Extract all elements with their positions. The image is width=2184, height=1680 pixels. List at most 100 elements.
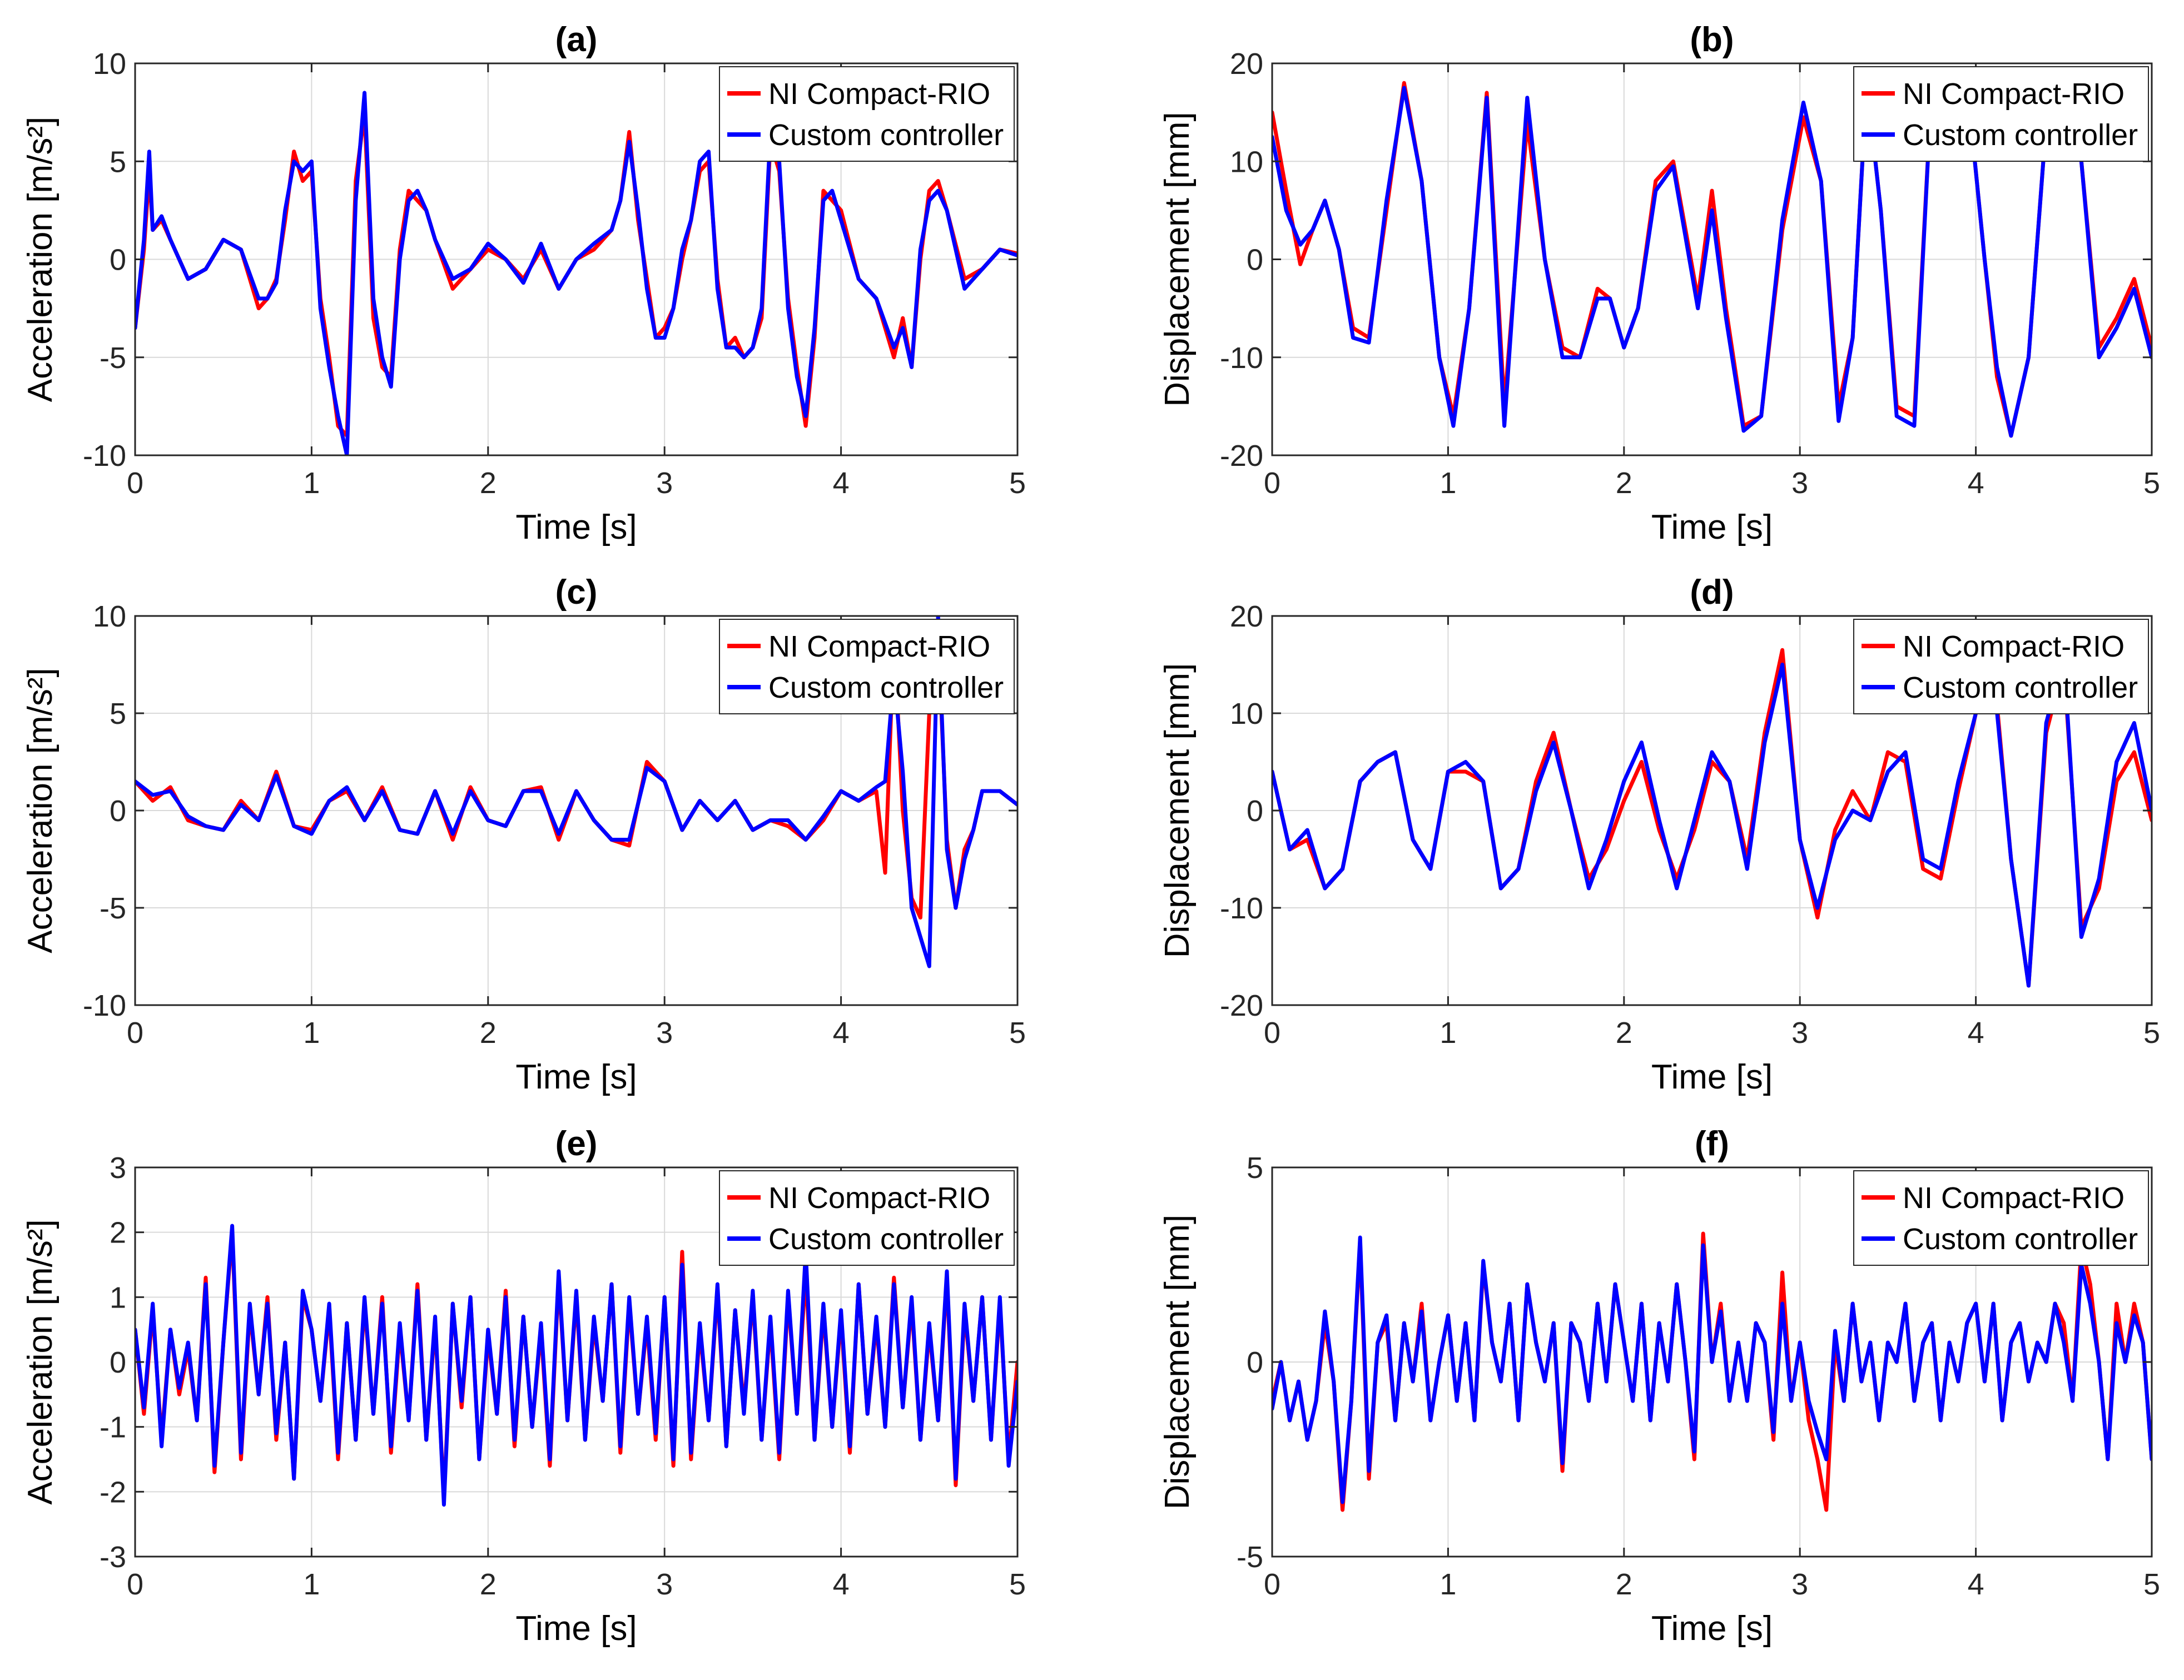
x-tick-label-d: 1 (1440, 1016, 1456, 1050)
legend-label-custom-controller-a: Custom controller (768, 118, 1004, 152)
y-tick-label-a: 10 (93, 47, 126, 81)
y-tick-label-d: -20 (1220, 989, 1263, 1022)
legend-box-c (719, 619, 1015, 714)
x-tick-label-a: 5 (1009, 466, 1026, 500)
series-custom-controller-c (135, 616, 1017, 968)
x-tick-label-e: 3 (656, 1568, 673, 1601)
y-axis-label-c: Acceleration [m/s²] (21, 668, 59, 953)
x-axis-label-f: Time [s] (1651, 1609, 1773, 1648)
panel-title-c: (c) (555, 573, 598, 612)
x-tick-label-e: 4 (833, 1568, 850, 1601)
x-tick-label-b: 4 (1968, 466, 1984, 500)
y-tick-label-e: -2 (100, 1475, 126, 1509)
legend-b: NI Compact-RIO Custom controller (1853, 66, 2149, 162)
x-tick-label-b: 1 (1440, 466, 1456, 500)
y-tick-label-d: 10 (1230, 697, 1263, 730)
x-tick-label-e: 5 (1009, 1568, 1026, 1601)
y-tick-label-f: 5 (1247, 1151, 1263, 1185)
legend-label-custom-controller-d: Custom controller (1903, 671, 2138, 704)
series-group-e (135, 1224, 1017, 1507)
panel-title-e: (e) (555, 1125, 598, 1163)
y-axis-label-f: Displacement [mm] (1158, 1215, 1197, 1510)
x-tick-label-d: 4 (1968, 1016, 1984, 1050)
series-group-a (135, 91, 1017, 455)
x-tick-label-a: 3 (656, 466, 673, 500)
y-axis-label-e: Acceleration [m/s²] (21, 1219, 59, 1504)
x-tick-label-c: 1 (303, 1016, 320, 1050)
y-tick-label-d: 20 (1230, 600, 1263, 633)
legend-box-e (719, 1170, 1015, 1266)
x-tick-label-c: 5 (1009, 1016, 1026, 1050)
x-tick-label-e: 0 (127, 1568, 143, 1601)
legend-c: NI Compact-RIO Custom controller (719, 619, 1015, 714)
legend-box-d (1853, 619, 2149, 714)
x-axis-label-c: Time [s] (515, 1058, 637, 1096)
panel-d: 0 1 2 3 4 5 -20 -10 0 10 20 (d) Time [s] Displacement… (1158, 573, 2160, 1096)
legend-e: NI Compact-RIO Custom controller (719, 1170, 1015, 1266)
y-tick-label-d: 0 (1247, 794, 1263, 828)
panel-f: 0 1 2 3 4 5-505(f)Time [s]Displacement [mm]NI… (1158, 1125, 2160, 1648)
legend-box-b (1853, 66, 2149, 162)
series-custom-controller-a (135, 91, 1017, 455)
series-group-b (1272, 81, 2152, 438)
y-axis-label-d: Displacement [mm] (1158, 663, 1197, 958)
x-tick-label-f: 3 (1791, 1568, 1808, 1601)
legend-box-f (1853, 1170, 2149, 1266)
legend-label-custom-controller-f: Custom controller (1903, 1222, 2138, 1256)
y-tick-label-e: 1 (110, 1281, 126, 1314)
panel-title-d: (d) (1690, 573, 1734, 612)
y-tick-label-c: -10 (83, 989, 126, 1022)
legend-label-ni-compact-rio-c: NI Compact-RIO (768, 630, 990, 663)
legend-label-custom-controller-c: Custom controller (768, 671, 1004, 704)
y-tick-label-b: 20 (1230, 47, 1263, 81)
x-tick-label-c: 3 (656, 1016, 673, 1050)
x-tick-label-f: 4 (1968, 1568, 1984, 1601)
legend-label-ni-compact-rio-b: NI Compact-RIO (1903, 77, 2125, 111)
x-axis-label-b: Time [s] (1651, 508, 1773, 546)
x-tick-label-a: 4 (833, 466, 850, 500)
x-tick-label-f: 2 (1616, 1568, 1632, 1601)
x-axis-label-e: Time [s] (515, 1609, 637, 1648)
x-tick-label-d: 3 (1791, 1016, 1808, 1050)
x-tick-label-c: 4 (833, 1016, 850, 1050)
x-tick-label-e: 2 (480, 1568, 497, 1601)
x-tick-label-f: 5 (2143, 1568, 2160, 1601)
y-tick-label-b: -10 (1220, 341, 1263, 375)
legend-d: NI Compact-RIO Custom controller (1853, 619, 2149, 714)
y-tick-label-b: 10 (1230, 145, 1263, 178)
y-tick-label-e: -3 (100, 1540, 126, 1574)
series-custom-controller-b (1272, 81, 2152, 438)
x-tick-label-a: 2 (480, 466, 497, 500)
legend-box-a (719, 66, 1015, 162)
series-group-f (1272, 1231, 2152, 1512)
legend-label-ni-compact-rio-d: NI Compact-RIO (1903, 630, 2125, 663)
x-tick-label-d: 5 (2143, 1016, 2160, 1050)
y-tick-label-e: 2 (110, 1216, 126, 1250)
legend-label-ni-compact-rio-a: NI Compact-RIO (768, 77, 990, 111)
y-tick-label-d: -10 (1220, 892, 1263, 925)
x-tick-label-f: 1 (1440, 1568, 1456, 1601)
series-custom-controller-d (1272, 653, 2152, 988)
y-tick-label-e: -1 (100, 1411, 126, 1444)
legend-label-custom-controller-e: Custom controller (768, 1222, 1004, 1256)
y-tick-label-e: 3 (110, 1151, 126, 1185)
x-tick-label-b: 5 (2143, 466, 2160, 500)
y-tick-label-c: 0 (110, 794, 126, 828)
x-tick-label-b: 3 (1791, 466, 1808, 500)
legend-f: NI Compact-RIO Custom controller (1853, 1170, 2149, 1266)
y-tick-label-a: 0 (110, 243, 126, 277)
y-tick-label-f: 0 (1247, 1346, 1263, 1379)
y-tick-label-f: -5 (1237, 1540, 1263, 1574)
x-tick-label-c: 2 (480, 1016, 497, 1050)
series-group-d (1272, 648, 2152, 988)
panel-b: 0 1 2 3 4 5 -20 -10 0 10 20 (b) Time [s] Displacement… (1158, 21, 2160, 546)
x-axis-label-a: Time [s] (515, 508, 637, 546)
series-custom-controller-e (135, 1224, 1017, 1507)
y-tick-label-c: -5 (100, 892, 126, 925)
x-tick-label-b: 2 (1616, 466, 1632, 500)
y-tick-label-e: 0 (110, 1346, 126, 1379)
x-tick-label-a: 1 (303, 466, 320, 500)
x-tick-label-e: 1 (303, 1568, 320, 1601)
legend-label-ni-compact-rio-e: NI Compact-RIO (768, 1181, 990, 1215)
